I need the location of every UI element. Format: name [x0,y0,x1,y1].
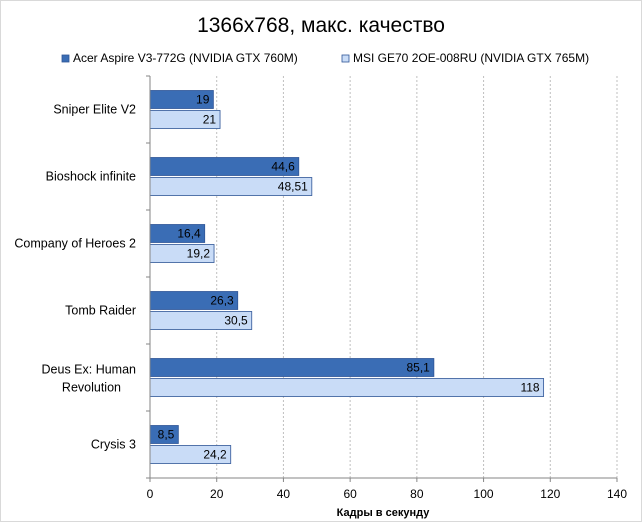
data-label-series1-5: 85,1 [407,361,431,375]
x-tick-label-120: 120 [540,487,560,501]
legend-label-2: MSI GE70 2OE-008RU (NVIDIA GTX 765M) [353,51,589,65]
x-tick-label-40: 40 [277,487,291,501]
category-label-1: Sniper Elite V2 [53,103,136,117]
gridlines [216,76,618,478]
category-label-6: Crysis 3 [91,438,136,452]
legend: Acer Aspire V3-772G (NVIDIA GTX 760M) MSI… [61,51,589,65]
legend-label-1: Acer Aspire V3-772G (NVIDIA GTX 760M) [73,51,298,65]
data-label-series1-3: 16,4 [177,227,201,241]
axes [146,75,618,482]
legend-swatch-1 [61,54,70,63]
category-labels: Sniper Elite V2 Bioshock infinite Company … [14,103,136,452]
data-label-series2-5: 118 [520,381,539,395]
chart-title: 1366x768, макс. качество [197,14,445,37]
x-tick-label-140: 140 [607,487,627,501]
category-label-5: Deus Ex: Human Revolution [42,363,137,395]
x-tick-label-20: 20 [210,487,224,501]
category-label-2: Bioshock infinite [46,170,136,184]
data-label-series1-4: 26,3 [210,294,234,308]
data-label-series2-4: 30,5 [224,314,248,328]
data-label-series2-6: 24,2 [203,448,227,462]
x-tick-label-100: 100 [474,487,494,501]
data-label-series2-3: 19,2 [187,247,211,261]
data-label-series1-1: 19 [196,93,210,107]
category-label-3: Company of Heroes 2 [14,237,136,251]
x-tick-label-0: 0 [147,487,154,501]
x-axis-title: Кадры в секунду [337,507,431,519]
data-label-series2-2: 48,51 [278,180,308,194]
category-label-4: Tomb Raider [65,304,136,318]
category-label-line: Revolution [62,381,121,395]
data-label-series1-2: 44,6 [271,160,295,174]
x-tick-labels: 0 20 40 60 80 100 120 140 [147,487,628,501]
x-tick-label-80: 80 [410,487,424,501]
data-label-series1-6: 8,5 [158,428,175,442]
bar-series1-5 [149,358,435,377]
data-label-series2-1: 21 [203,113,217,127]
bars: 19 21 44,6 48,51 16,4 19,2 26,3 30,5 85,1 118 8,5 2… [149,90,545,464]
bar-series2-5 [149,378,545,397]
x-tick-label-60: 60 [343,487,357,501]
legend-swatch-2 [341,54,350,63]
category-label-line: Deus Ex: Human [42,363,137,377]
